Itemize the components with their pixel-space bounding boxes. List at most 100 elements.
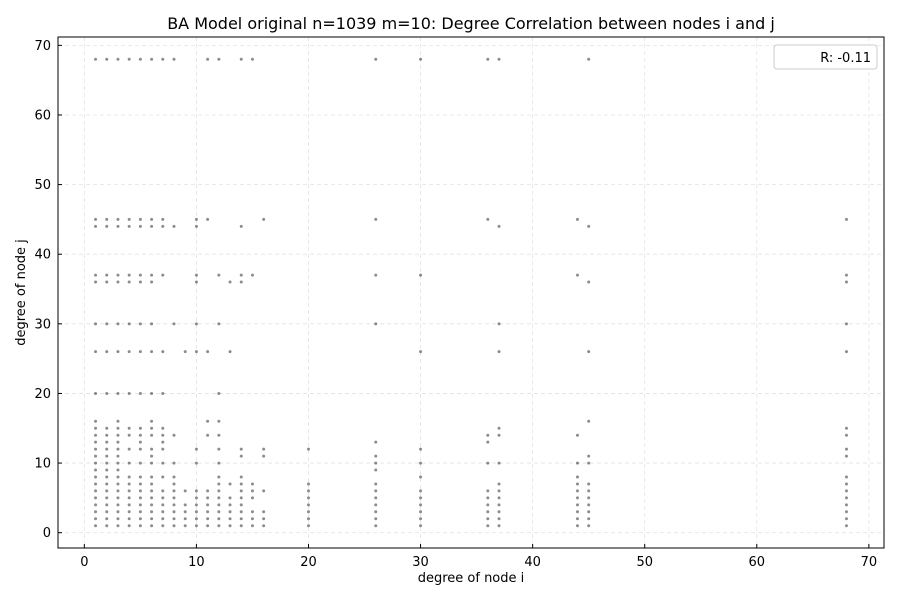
data-point — [250, 517, 254, 521]
data-point — [419, 350, 423, 354]
data-point — [239, 482, 243, 486]
data-point — [217, 510, 221, 514]
data-point — [161, 524, 165, 528]
data-point — [127, 496, 131, 500]
data-point — [844, 280, 848, 284]
data-point — [94, 322, 98, 326]
data-point — [250, 57, 254, 61]
data-point — [217, 524, 221, 528]
data-point — [217, 489, 221, 493]
data-point — [250, 482, 254, 486]
data-point — [844, 454, 848, 458]
data-point — [419, 517, 423, 521]
y-tick-label: 0 — [43, 526, 51, 541]
data-point — [150, 475, 154, 479]
data-point — [194, 447, 198, 451]
data-point — [116, 447, 120, 451]
data-point — [138, 433, 142, 437]
data-point — [94, 496, 98, 500]
data-point — [206, 217, 210, 221]
data-point — [575, 461, 579, 465]
data-point — [161, 461, 165, 465]
data-point — [217, 273, 221, 277]
data-point — [262, 517, 266, 521]
data-point — [497, 322, 501, 326]
data-point — [587, 496, 591, 500]
data-point — [127, 57, 131, 61]
data-point — [262, 510, 266, 514]
data-point — [183, 489, 187, 493]
data-point — [116, 280, 120, 284]
data-point — [161, 350, 165, 354]
data-point — [306, 517, 310, 521]
data-point — [206, 57, 210, 61]
data-point — [127, 350, 131, 354]
data-point — [217, 419, 221, 423]
data-point — [374, 461, 378, 465]
data-point — [844, 489, 848, 493]
data-point — [374, 517, 378, 521]
x-tick-label: 70 — [861, 555, 878, 570]
data-point — [419, 503, 423, 507]
data-point — [844, 217, 848, 221]
data-point — [105, 217, 109, 221]
data-point — [105, 350, 109, 354]
x-tick-label: 10 — [188, 555, 205, 570]
data-point — [194, 524, 198, 528]
data-point — [150, 280, 154, 284]
data-point — [206, 419, 210, 423]
data-point — [228, 350, 232, 354]
x-tick-label: 40 — [524, 555, 541, 570]
legend-box — [773, 44, 878, 70]
data-point — [844, 350, 848, 354]
data-point — [161, 517, 165, 521]
data-point — [486, 57, 490, 61]
data-point — [587, 517, 591, 521]
data-point — [419, 447, 423, 451]
data-point — [116, 454, 120, 458]
data-point — [138, 322, 142, 326]
data-point — [127, 482, 131, 486]
data-point — [194, 503, 198, 507]
data-point — [374, 496, 378, 500]
data-points — [94, 57, 848, 528]
y-axis-ticks: 0 10 20 30 40 50 60 70 — [34, 39, 62, 541]
data-point — [419, 524, 423, 528]
y-tick-label: 50 — [34, 178, 51, 193]
data-point — [138, 350, 142, 354]
data-point — [105, 503, 109, 507]
data-point — [497, 489, 501, 493]
data-point — [127, 524, 131, 528]
data-point — [127, 447, 131, 451]
data-point — [844, 510, 848, 514]
data-point — [497, 461, 501, 465]
data-point — [105, 517, 109, 521]
data-point — [486, 440, 490, 444]
data-point — [486, 517, 490, 521]
data-point — [486, 461, 490, 465]
data-point — [306, 489, 310, 493]
data-point — [194, 489, 198, 493]
data-point — [217, 322, 221, 326]
data-point — [94, 489, 98, 493]
data-point — [374, 57, 378, 61]
data-point — [161, 489, 165, 493]
data-point — [172, 503, 176, 507]
data-point — [844, 322, 848, 326]
data-point — [161, 57, 165, 61]
data-point — [150, 217, 154, 221]
data-point — [105, 510, 109, 514]
data-point — [150, 447, 154, 451]
data-point — [239, 57, 243, 61]
data-point — [587, 482, 591, 486]
data-point — [127, 217, 131, 221]
data-point — [497, 482, 501, 486]
data-point — [94, 217, 98, 221]
data-point — [150, 489, 154, 493]
data-point — [116, 391, 120, 395]
data-point — [239, 496, 243, 500]
data-point — [105, 433, 109, 437]
data-point — [94, 475, 98, 479]
x-tick-label: 20 — [300, 555, 317, 570]
data-point — [239, 503, 243, 507]
